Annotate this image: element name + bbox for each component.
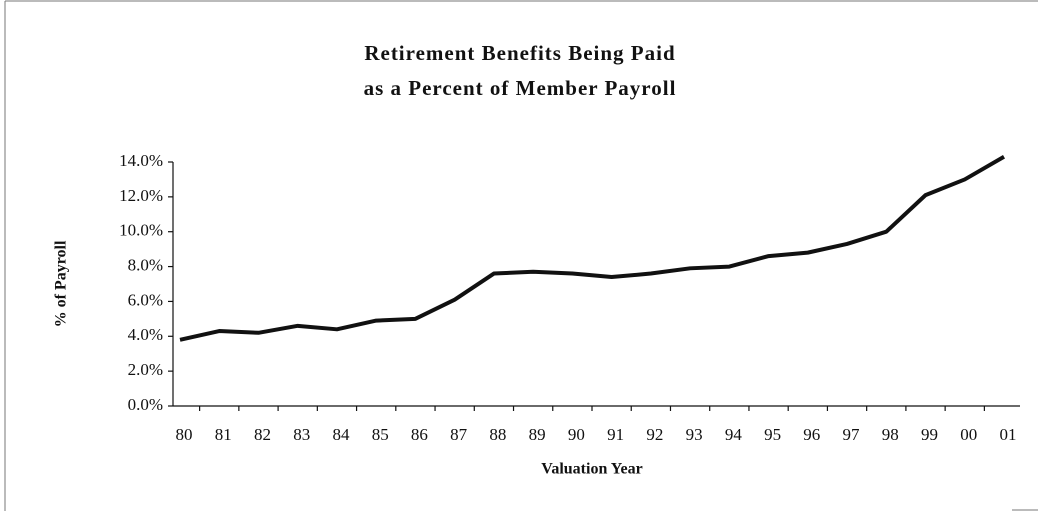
- x-tick-label: 01: [1000, 425, 1017, 444]
- x-tick-label: 99: [921, 425, 938, 444]
- y-tick-label: 0.0%: [128, 395, 163, 414]
- x-tick-label: 91: [607, 425, 624, 444]
- x-tick-label: 81: [215, 425, 232, 444]
- chart-title: as a Percent of Member Payroll: [364, 76, 677, 100]
- y-tick-label: 10.0%: [119, 221, 163, 240]
- x-tick-label: 95: [764, 425, 781, 444]
- x-tick-label: 00: [960, 425, 977, 444]
- y-tick-label: 2.0%: [128, 360, 163, 379]
- x-tick-label: 88: [489, 425, 506, 444]
- y-tick-label: 12.0%: [119, 186, 163, 205]
- y-tick-label: 8.0%: [128, 255, 163, 274]
- x-tick-label: 85: [372, 425, 389, 444]
- x-tick-label: 83: [293, 425, 310, 444]
- x-tick-label: 96: [803, 425, 820, 444]
- x-tick-label: 86: [411, 425, 428, 444]
- x-tick-label: 92: [646, 425, 663, 444]
- x-tick-label: 84: [332, 425, 350, 444]
- x-tick-label: 97: [843, 425, 861, 444]
- y-tick-label: 4.0%: [128, 325, 163, 344]
- y-tick-label: 14.0%: [119, 151, 163, 170]
- x-tick-label: 98: [882, 425, 899, 444]
- y-tick-label: 6.0%: [128, 290, 163, 309]
- x-tick-label: 87: [450, 425, 468, 444]
- x-tick-label: 82: [254, 425, 271, 444]
- y-axis-title: % of Payroll: [53, 240, 70, 327]
- x-axis-title: Valuation Year: [541, 461, 643, 478]
- x-tick-label: 90: [568, 425, 585, 444]
- data-line: [179, 155, 1006, 342]
- x-tick-label: 80: [176, 425, 193, 444]
- x-tick-label: 94: [725, 425, 743, 444]
- x-tick-label: 93: [686, 425, 703, 444]
- x-tick-label: 89: [529, 425, 546, 444]
- chart-title: Retirement Benefits Being Paid: [364, 41, 675, 65]
